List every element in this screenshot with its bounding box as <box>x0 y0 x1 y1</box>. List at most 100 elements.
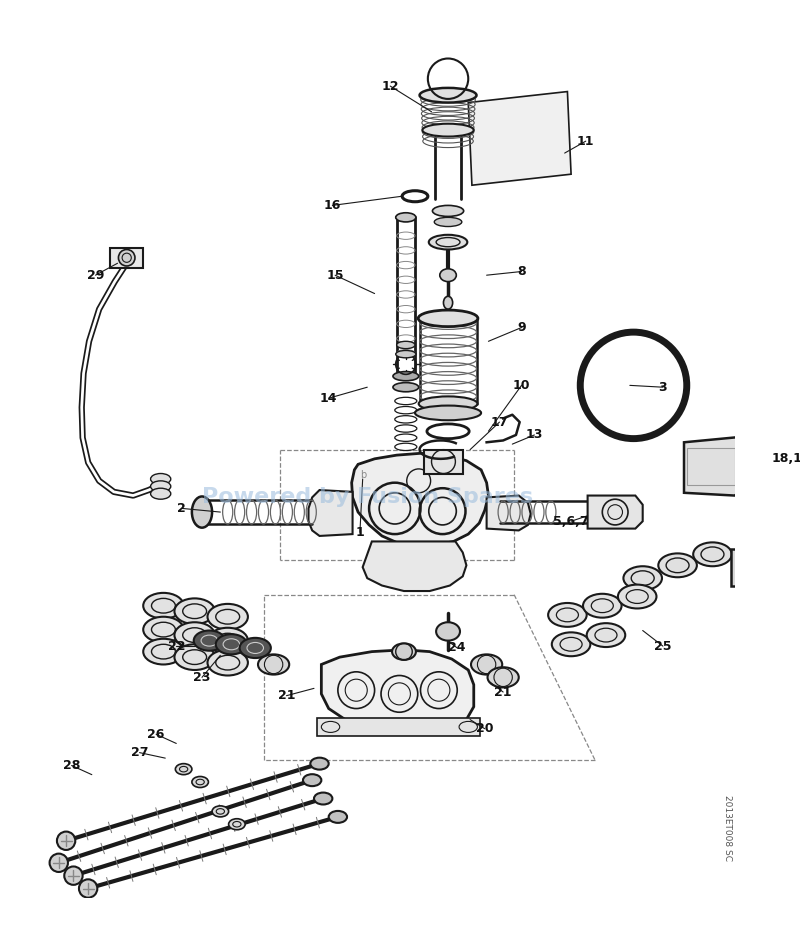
Ellipse shape <box>586 623 626 647</box>
Polygon shape <box>362 541 466 591</box>
Text: 9: 9 <box>517 321 526 334</box>
Text: Powered by Fusion Spares: Powered by Fusion Spares <box>202 488 533 507</box>
Ellipse shape <box>419 88 477 103</box>
Bar <box>317 718 480 736</box>
Ellipse shape <box>212 806 229 817</box>
Text: 3: 3 <box>658 381 667 394</box>
Text: 14: 14 <box>320 392 338 404</box>
Text: 17: 17 <box>490 416 508 429</box>
Ellipse shape <box>192 777 209 787</box>
Polygon shape <box>309 490 353 536</box>
Ellipse shape <box>433 205 464 216</box>
Ellipse shape <box>396 350 416 358</box>
Circle shape <box>50 854 68 872</box>
Polygon shape <box>588 495 642 529</box>
Ellipse shape <box>418 310 478 327</box>
Ellipse shape <box>429 235 467 250</box>
Ellipse shape <box>487 667 518 687</box>
Bar <box>110 248 143 268</box>
Ellipse shape <box>216 635 247 654</box>
Bar <box>424 449 462 474</box>
Ellipse shape <box>618 585 657 608</box>
Ellipse shape <box>258 654 290 675</box>
Text: 23: 23 <box>194 671 210 684</box>
Ellipse shape <box>314 793 332 805</box>
Bar <box>731 548 790 586</box>
Ellipse shape <box>207 650 248 676</box>
Text: 5,6,7: 5,6,7 <box>554 515 589 528</box>
Text: 10: 10 <box>513 379 530 392</box>
Text: 2013ET008 SC: 2013ET008 SC <box>722 795 732 861</box>
Bar <box>686 447 734 485</box>
Text: 24: 24 <box>449 641 466 654</box>
Ellipse shape <box>396 212 416 222</box>
Text: 27: 27 <box>131 746 148 759</box>
Ellipse shape <box>471 654 502 675</box>
Ellipse shape <box>418 396 478 411</box>
Ellipse shape <box>443 297 453 309</box>
Text: 21: 21 <box>494 685 512 698</box>
Text: 4: 4 <box>799 568 800 581</box>
Ellipse shape <box>422 124 474 137</box>
Text: 18,19: 18,19 <box>772 452 800 465</box>
Ellipse shape <box>658 553 697 578</box>
Ellipse shape <box>174 622 215 648</box>
Text: 25: 25 <box>654 639 672 652</box>
Ellipse shape <box>143 638 184 665</box>
Ellipse shape <box>393 372 418 381</box>
Polygon shape <box>352 453 489 546</box>
Ellipse shape <box>436 622 460 640</box>
Ellipse shape <box>207 604 248 630</box>
Text: 28: 28 <box>63 759 80 772</box>
Ellipse shape <box>329 811 347 823</box>
Text: 21: 21 <box>278 689 295 702</box>
Ellipse shape <box>150 489 170 499</box>
Ellipse shape <box>623 566 662 590</box>
Ellipse shape <box>150 481 170 492</box>
Text: 8: 8 <box>517 265 526 278</box>
Ellipse shape <box>393 383 418 392</box>
Circle shape <box>118 250 135 266</box>
Ellipse shape <box>174 644 215 670</box>
Ellipse shape <box>192 496 212 528</box>
Ellipse shape <box>143 592 184 619</box>
Ellipse shape <box>194 631 225 651</box>
Text: 1: 1 <box>355 526 364 539</box>
Ellipse shape <box>392 643 416 660</box>
Ellipse shape <box>548 603 586 627</box>
Ellipse shape <box>583 593 622 618</box>
Text: 26: 26 <box>147 728 165 740</box>
Ellipse shape <box>415 405 481 420</box>
Text: 20: 20 <box>476 723 494 736</box>
Text: 12: 12 <box>382 80 399 93</box>
Circle shape <box>64 867 82 885</box>
Ellipse shape <box>434 217 462 227</box>
Text: 16: 16 <box>324 199 341 212</box>
Polygon shape <box>684 437 753 495</box>
Ellipse shape <box>693 542 732 566</box>
Ellipse shape <box>207 628 248 653</box>
Text: 29: 29 <box>86 269 104 282</box>
Ellipse shape <box>303 774 322 786</box>
Polygon shape <box>486 495 530 531</box>
Text: 11: 11 <box>577 135 594 148</box>
Ellipse shape <box>397 342 415 348</box>
Ellipse shape <box>143 617 184 642</box>
Ellipse shape <box>310 757 329 769</box>
Polygon shape <box>468 92 571 185</box>
Ellipse shape <box>174 598 215 624</box>
Text: b: b <box>361 471 366 480</box>
Ellipse shape <box>229 819 245 829</box>
Ellipse shape <box>240 637 271 658</box>
Ellipse shape <box>440 269 456 282</box>
Polygon shape <box>322 650 474 733</box>
Text: 2: 2 <box>178 502 186 515</box>
Text: 15: 15 <box>326 269 344 282</box>
Text: 13: 13 <box>526 429 543 442</box>
Text: 22: 22 <box>167 639 185 652</box>
Ellipse shape <box>150 474 170 485</box>
Circle shape <box>79 879 98 898</box>
Ellipse shape <box>552 633 590 656</box>
Circle shape <box>57 831 75 850</box>
Ellipse shape <box>175 764 192 775</box>
